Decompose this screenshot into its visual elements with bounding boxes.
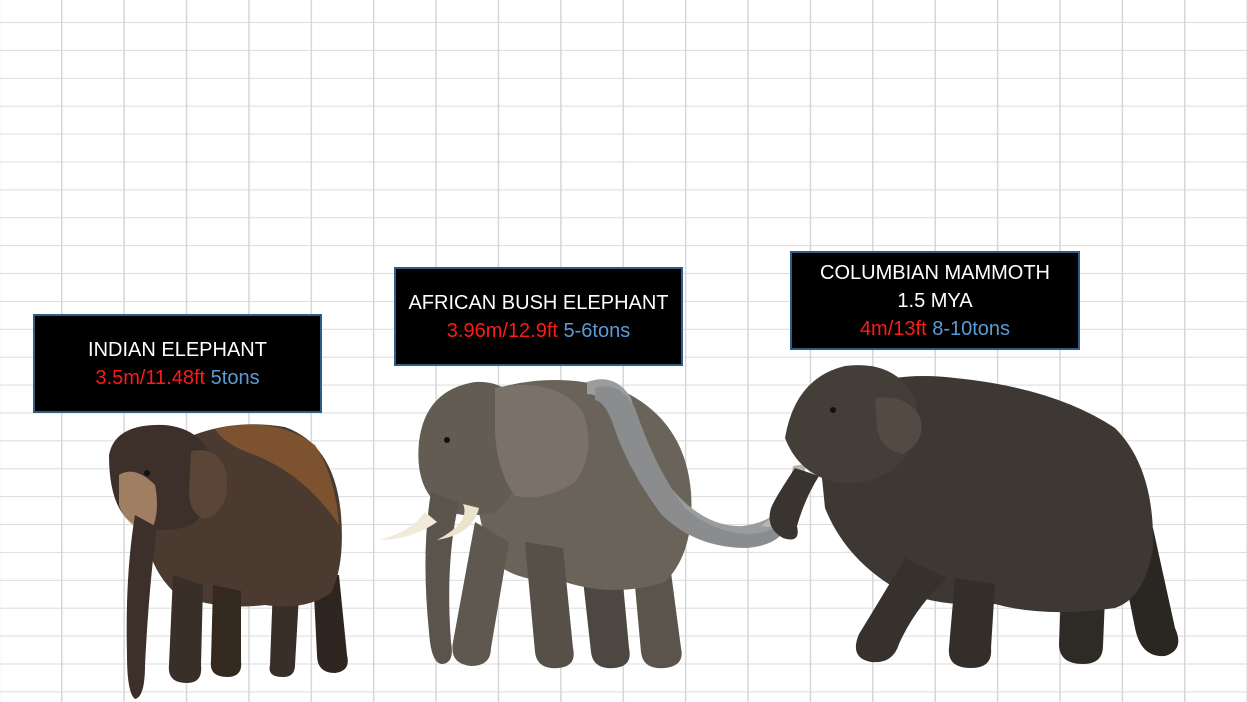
african-bush-elephant-label: AFRICAN BUSH ELEPHANT 3.96m/12.9ft 5-6to… <box>394 267 683 366</box>
columbian-mammoth-stats: 4m/13ft 8-10tons <box>792 315 1078 343</box>
columbian-mammoth-illustration <box>587 365 1179 668</box>
african-bush-elephant-weight: 5-6tons <box>563 319 631 342</box>
indian-elephant-height: 3.5m/11.48ft <box>95 366 206 389</box>
columbian-mammoth-era: 1.5 MYA <box>897 289 973 312</box>
columbian-mammoth-label: COLUMBIAN MAMMOTH 1.5 MYA 4m/13ft 8-10to… <box>790 251 1080 350</box>
columbian-mammoth-height: 4m/13ft <box>859 317 927 340</box>
african-bush-elephant-name: AFRICAN BUSH ELEPHANT <box>408 291 669 314</box>
indian-elephant-label: INDIAN ELEPHANT 3.5m/11.48ft 5tons <box>33 314 322 413</box>
columbian-mammoth-weight: 8-10tons <box>932 317 1011 340</box>
columbian-mammoth-name: COLUMBIAN MAMMOTH <box>820 261 1050 284</box>
african-bush-elephant-height: 3.96m/12.9ft <box>446 319 558 342</box>
african-bush-elephant-stats: 3.96m/12.9ft 5-6tons <box>396 317 681 345</box>
indian-elephant-illustration <box>109 424 348 699</box>
indian-elephant-stats: 3.5m/11.48ft 5tons <box>35 364 320 392</box>
indian-elephant-name: INDIAN ELEPHANT <box>88 338 267 361</box>
indian-elephant-weight: 5tons <box>210 366 260 389</box>
